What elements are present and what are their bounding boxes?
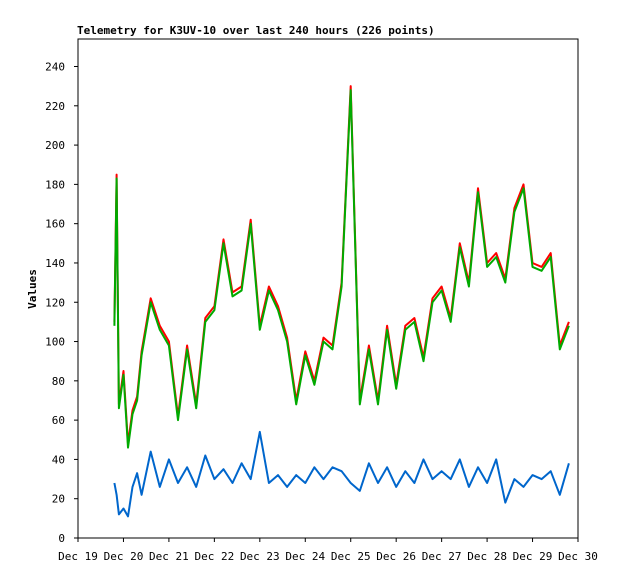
- series-line-2: [113, 430, 570, 518]
- y-axis: 0 20 40 60 80 100 120 140 160 180 200 220 240: [45, 61, 78, 545]
- series-layer: [113, 85, 570, 518]
- x-tick-label: Dec 21: [149, 550, 189, 563]
- plot-frame: [77, 38, 579, 539]
- x-tick-label: Dec 28: [467, 550, 507, 563]
- x-tick-label: Dec 27: [422, 550, 462, 563]
- chart-title: Telemetry for K3UV-10 over last 240 hour…: [77, 24, 435, 37]
- y-tick-label: 140: [45, 257, 65, 270]
- x-tick-label: Dec 25: [331, 550, 371, 563]
- x-tick-label: Dec 20: [104, 550, 144, 563]
- y-tick-label: 160: [45, 218, 65, 231]
- y-tick-label: 60: [52, 414, 65, 427]
- series-line-1: [113, 89, 570, 449]
- y-tick-label: 180: [45, 178, 65, 191]
- y-tick-label: 80: [52, 375, 65, 388]
- y-tick-label: 200: [45, 139, 65, 152]
- y-tick-label: 40: [52, 453, 65, 466]
- y-tick-label: 120: [45, 296, 65, 309]
- x-tick-label: Dec 26: [376, 550, 416, 563]
- y-tick-label: 100: [45, 336, 65, 349]
- x-tick-label: Dec 19: [58, 550, 98, 563]
- y-tick-label: 220: [45, 100, 65, 113]
- x-axis: Dec 19 Dec 20 Dec 21 Dec 22 Dec 23 Dec 24 Dec …: [58, 538, 598, 563]
- x-tick-label: Dec 23: [240, 550, 280, 563]
- x-tick-label: Dec 22: [194, 550, 234, 563]
- y-tick-label: 240: [45, 61, 65, 74]
- y-tick-label: 0: [58, 532, 65, 545]
- x-tick-label: Dec 24: [285, 550, 325, 563]
- y-axis-label: Values: [26, 269, 39, 309]
- x-tick-label: Dec 29: [513, 550, 553, 563]
- y-tick-label: 20: [52, 493, 65, 506]
- x-tick-label: Dec 30: [558, 550, 598, 563]
